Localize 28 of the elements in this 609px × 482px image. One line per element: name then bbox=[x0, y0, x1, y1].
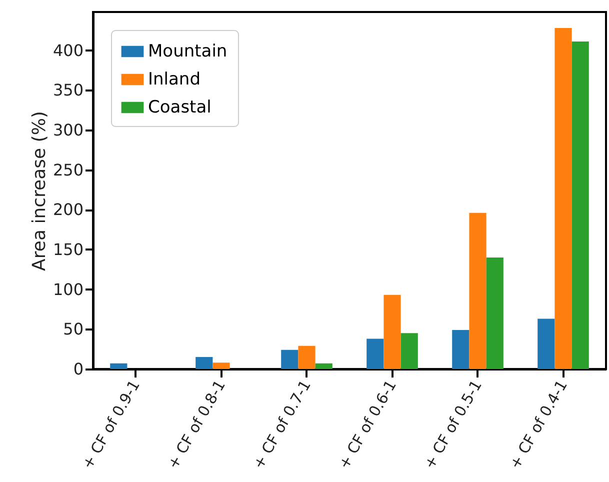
y-tick-label: 300 bbox=[52, 120, 84, 140]
bar bbox=[366, 338, 384, 369]
bar bbox=[469, 212, 486, 369]
bar bbox=[110, 363, 128, 369]
legend-label: Inland bbox=[148, 70, 200, 90]
y-tick-label: 50 bbox=[63, 320, 84, 339]
bar bbox=[486, 257, 504, 369]
y-tick-label: 0 bbox=[73, 360, 84, 378]
bar bbox=[452, 330, 470, 369]
bar bbox=[554, 28, 572, 369]
y-axis-title: Area increase (%) bbox=[28, 111, 50, 271]
y-tick-label: 150 bbox=[52, 240, 84, 259]
bar bbox=[196, 357, 213, 369]
y-tick-label: 200 bbox=[52, 200, 84, 220]
y-tick-label: 400 bbox=[52, 40, 84, 60]
bar bbox=[298, 346, 316, 369]
bar bbox=[212, 362, 230, 369]
bar bbox=[281, 350, 298, 369]
bar bbox=[400, 333, 418, 369]
bar bbox=[538, 318, 555, 369]
legend-label: Coastal bbox=[148, 98, 212, 118]
bar bbox=[315, 363, 332, 369]
bar bbox=[572, 41, 589, 369]
y-tick-label: 100 bbox=[52, 280, 84, 299]
y-tick-label: 350 bbox=[52, 80, 84, 100]
bar bbox=[384, 294, 401, 369]
y-tick-label: 250 bbox=[52, 160, 84, 180]
legend-label: Mountain bbox=[148, 42, 228, 62]
